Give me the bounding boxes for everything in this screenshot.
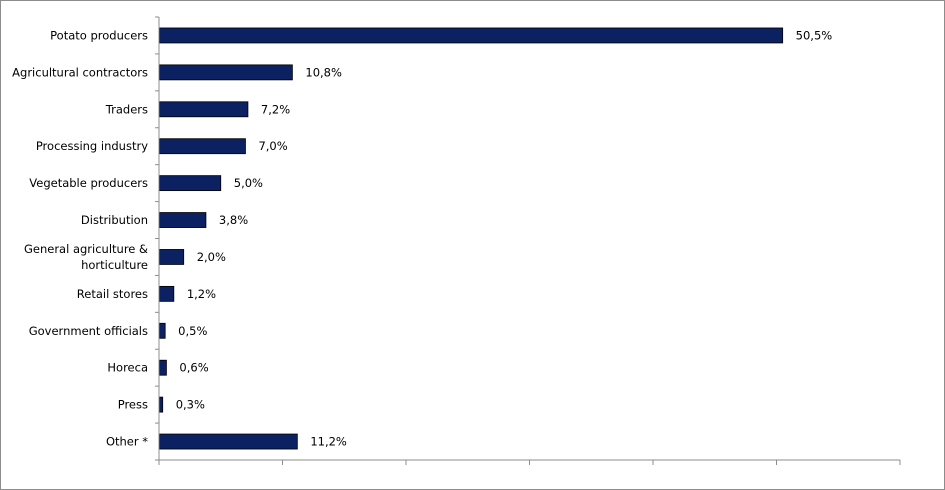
bar [159, 212, 207, 228]
bar [159, 64, 293, 81]
data-label: 0,5% [178, 324, 207, 338]
data-label: 50,5% [796, 28, 833, 42]
data-label: 7,0% [258, 139, 287, 153]
bar [159, 249, 185, 265]
data-label: 2,0% [197, 250, 226, 264]
category-label: Distribution [81, 213, 148, 227]
bar [159, 138, 246, 155]
bar [159, 175, 222, 192]
category-label: Government officials [29, 324, 148, 338]
data-label: 10,8% [305, 65, 342, 79]
bars-group [159, 27, 784, 450]
category-labels-group: Potato producers Agricultural contractors… [12, 28, 148, 448]
category-label: General agriculture & horticulture [24, 242, 148, 272]
data-label: 0,6% [179, 361, 208, 375]
category-label: Vegetable producers [29, 176, 148, 190]
data-label: 5,0% [234, 176, 263, 190]
data-label: 0,3% [176, 398, 205, 412]
bar [159, 101, 249, 118]
category-label: Horeca [107, 361, 148, 375]
bar [159, 285, 175, 302]
data-label: 3,8% [219, 213, 248, 227]
category-label: Other * [106, 435, 148, 449]
bar [159, 27, 784, 44]
data-label: 7,2% [261, 102, 290, 116]
category-label: Potato producers [50, 28, 148, 42]
x-axis [155, 16, 901, 465]
category-label: Traders [105, 102, 148, 116]
category-label: Agricultural contractors [12, 65, 148, 79]
bar [159, 359, 167, 376]
category-label: Processing industry [36, 139, 148, 153]
bar [159, 396, 164, 413]
category-label: Retail stores [77, 287, 148, 301]
bar [159, 433, 298, 450]
category-label: Press [118, 398, 148, 412]
bar [159, 322, 166, 339]
data-label: 1,2% [187, 287, 216, 301]
value-labels-group: 50,5% 10,8% 7,2% 7,0% 5,0% 3,8% 2,0% 1,2% 0,5% 0,… [176, 28, 833, 448]
data-label: 11,2% [310, 435, 347, 449]
